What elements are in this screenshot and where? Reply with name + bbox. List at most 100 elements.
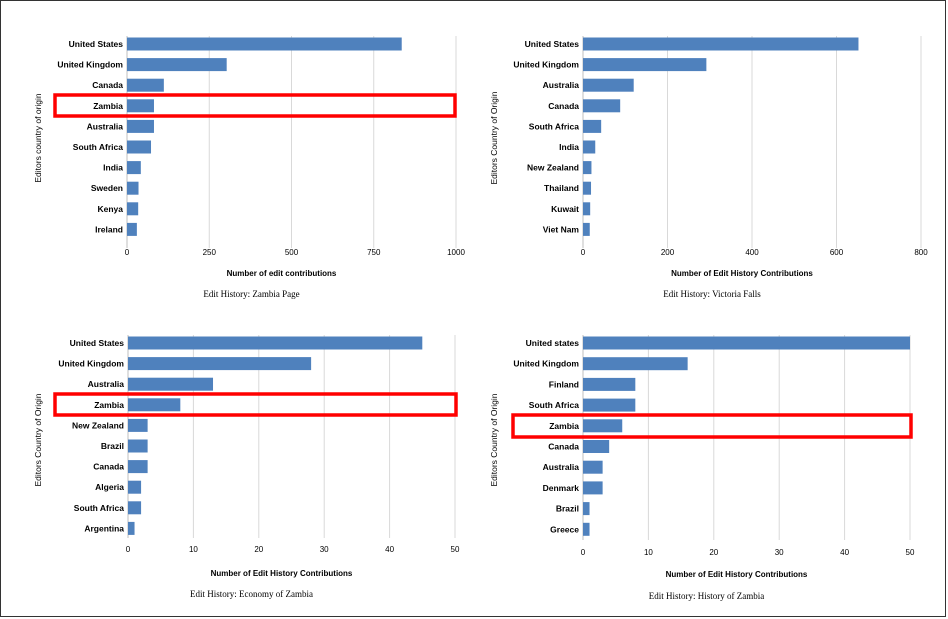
x-tick-label: 200 (661, 248, 675, 257)
bar-south-africa (128, 501, 142, 515)
bar-new-zealand (128, 418, 148, 432)
category-label: United States (525, 39, 580, 49)
bar-brazil (128, 439, 148, 453)
bar-united-kingdom (583, 58, 707, 72)
category-label: Argentina (84, 523, 124, 533)
category-label: United Kingdom (57, 60, 123, 70)
x-tick-label: 30 (775, 548, 784, 557)
bar-united-states (583, 37, 859, 51)
category-label: United Kingdom (58, 359, 124, 369)
category-label: India (559, 142, 579, 152)
x-tick-label: 0 (581, 548, 586, 557)
category-label: South Africa (529, 400, 579, 410)
x-axis-label: Number of Edit History Contributions (671, 269, 813, 278)
bar-canada (127, 78, 164, 92)
chart-caption: Edit History: Victoria Falls (663, 289, 761, 299)
bar-australia (128, 377, 214, 391)
x-tick-label: 500 (285, 248, 299, 257)
x-tick-label: 600 (830, 248, 844, 257)
chart-caption: Edit History: Economy of Zambia (190, 589, 313, 599)
bar-south-africa (583, 119, 602, 133)
category-label: Canada (548, 101, 579, 111)
category-label: New Zealand (527, 163, 579, 173)
bar-india (127, 161, 141, 175)
x-axis-label: Number of edit contributions (227, 269, 337, 278)
bar-united-states (128, 336, 423, 350)
bar-australia (127, 119, 154, 133)
category-label: South Africa (529, 121, 579, 131)
bar-canada (583, 99, 621, 113)
chart-caption: Edit History: History of Zambia (648, 591, 765, 601)
bar-united-states (127, 37, 402, 51)
y-axis-label: Editors Country of Origin (489, 393, 499, 486)
chart-caption: Edit History: Zambia Page (203, 289, 300, 299)
x-tick-label: 750 (367, 248, 381, 257)
x-tick-label: 50 (906, 548, 915, 557)
category-label: Kenya (97, 204, 123, 214)
bar-united-kingdom (128, 357, 312, 371)
category-label: Denmark (543, 483, 580, 493)
bar-united-states (583, 336, 910, 350)
x-tick-label: 0 (125, 248, 130, 257)
y-axis-label: Editors Country of Origin (489, 91, 499, 184)
x-tick-label: 50 (451, 545, 460, 554)
bar-argentina (128, 521, 135, 535)
y-axis-label: Editors Country of Origin (33, 393, 43, 486)
category-label: Australia (543, 80, 580, 90)
x-tick-label: 400 (745, 248, 759, 257)
x-tick-label: 250 (203, 248, 217, 257)
category-label: Thailand (544, 183, 579, 193)
category-label: United States (69, 39, 124, 49)
x-tick-label: 0 (126, 545, 131, 554)
bar-south-africa (127, 140, 152, 154)
category-label: Viet Nam (543, 224, 580, 234)
category-label: United States (70, 338, 125, 348)
category-label: Brazil (556, 504, 579, 514)
category-label: Canada (92, 80, 123, 90)
x-tick-label: 30 (320, 545, 329, 554)
category-label: New Zealand (72, 420, 124, 430)
category-label: United Kingdom (513, 359, 579, 369)
bar-brazil (583, 502, 590, 516)
bar-kuwait (583, 202, 591, 216)
category-label: Zambia (93, 101, 123, 111)
bar-canada (583, 440, 610, 453)
x-tick-label: 10 (644, 548, 653, 557)
category-label: Canada (548, 442, 579, 452)
bar-ireland (127, 222, 137, 236)
category-label: South Africa (73, 142, 123, 152)
x-axis-label: Number of Edit History Contributions (211, 569, 353, 578)
x-tick-label: 40 (840, 548, 849, 557)
category-label: Ireland (95, 224, 123, 234)
x-tick-label: 0 (581, 248, 586, 257)
bar-kenya (127, 202, 139, 216)
category-label: Australia (87, 121, 124, 131)
category-label: United Kingdom (513, 60, 579, 70)
highlight-box (53, 93, 457, 118)
x-tick-label: 1000 (447, 248, 465, 257)
x-axis-label: Number of Edit History Contributions (666, 570, 808, 579)
category-label: South Africa (74, 503, 124, 513)
bar-greece (583, 522, 590, 536)
category-label: Zambia (94, 400, 124, 410)
bar-united-kingdom (583, 357, 688, 371)
category-label: Australia (88, 379, 125, 389)
bar-zambia (128, 398, 181, 412)
category-label: Australia (543, 462, 580, 472)
category-label: Algeria (95, 482, 124, 492)
bar-australia (583, 78, 634, 92)
bar-south-africa (583, 398, 636, 412)
bar-canada (128, 460, 148, 474)
bar-new-zealand (583, 161, 592, 175)
highlight-box (53, 392, 458, 417)
category-label: India (103, 163, 123, 173)
category-label: Canada (93, 462, 124, 472)
bar-thailand (583, 181, 592, 195)
x-tick-label: 40 (385, 545, 394, 554)
x-tick-label: 10 (189, 545, 198, 554)
